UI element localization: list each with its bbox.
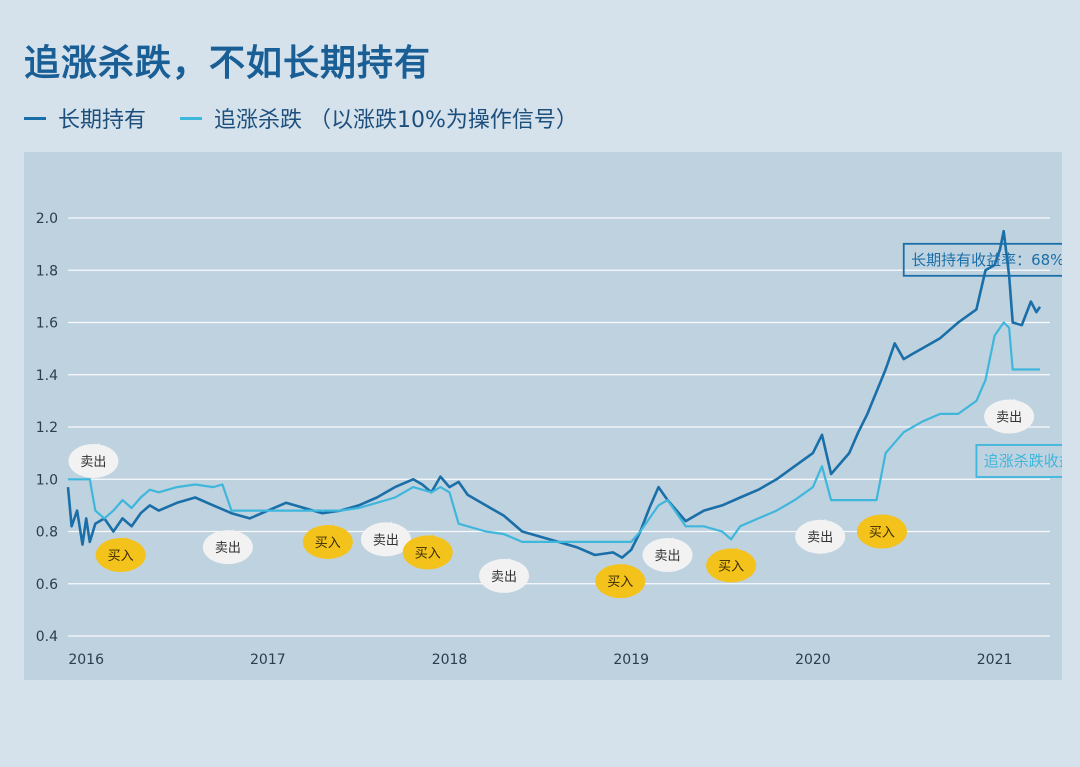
sell-bubble-label-4: 卖出: [373, 533, 399, 548]
sell-bubble-label-2: 卖出: [215, 541, 241, 556]
sell-bubble-4: [360, 522, 411, 557]
y-tick-label-0: 0.4: [36, 629, 58, 645]
legend-item-chase: 追涨杀跌 （以涨跌10%为操作信号）: [180, 102, 578, 134]
sell-bubble-10: [795, 519, 846, 554]
legend-item-long-term: 长期持有: [24, 102, 146, 134]
buy-bubble-9: [706, 548, 757, 583]
sell-bubble-label-8: 卖出: [655, 549, 681, 564]
x-tick-label-3: 2019: [613, 652, 649, 668]
buy-bubble-1: [95, 538, 146, 573]
chart-legend: 长期持有 追涨杀跌 （以涨跌10%为操作信号）: [24, 102, 600, 134]
buy-bubble-label-3: 买入: [315, 536, 341, 551]
series-line-1: [68, 321, 1040, 543]
buy-bubble-11: [856, 514, 907, 549]
buy-bubble-label-5: 买入: [415, 546, 441, 561]
return-label-0: 长期持有收益率：68%: [911, 251, 1062, 269]
return-label-box-1: [975, 444, 1062, 478]
legend-label-chase: 追涨杀跌 （以涨跌10%为操作信号）: [214, 108, 578, 133]
buy-bubble-label-1: 买入: [108, 549, 134, 564]
plot-panel: 0.4 0.6 0.8 1.0 1.2 1.4 1.6 1.8 2.0 2016 2017 2018 2…: [24, 152, 1062, 680]
y-tick-label-3: 1.0: [36, 472, 58, 488]
series-line-0: [66, 229, 1042, 559]
buy-bubble-label-11: 买入: [869, 526, 895, 541]
y-tick-label-6: 1.6: [36, 316, 58, 332]
y-tick-label-5: 1.4: [36, 368, 58, 384]
x-tick-label-4: 2020: [795, 652, 831, 668]
y-tick-label-4: 1.2: [36, 420, 58, 436]
x-tick-label-2: 2018: [432, 652, 468, 668]
legend-swatch-chase: [180, 116, 203, 120]
sell-bubble-label-10: 卖出: [807, 531, 833, 546]
buy-bubble-label-9: 买入: [718, 559, 744, 574]
sell-bubble-label-6: 卖出: [491, 570, 517, 585]
y-tick-label-1: 0.6: [36, 577, 58, 593]
sell-bubble-label-12: 卖出: [996, 411, 1022, 426]
sell-bubble-12: [984, 399, 1035, 434]
return-label-box-0: [902, 242, 1062, 277]
x-tick-label-1: 2017: [250, 652, 286, 668]
sell-bubble-8: [642, 538, 693, 573]
legend-swatch-long-term: [24, 116, 46, 120]
buy-bubble-label-7: 买入: [607, 575, 633, 590]
y-tick-label-2: 0.8: [36, 525, 58, 541]
buy-bubble-5: [402, 535, 453, 570]
sell-bubble-0: [68, 443, 119, 478]
sell-bubble-6: [479, 558, 530, 593]
buy-bubble-7: [595, 564, 646, 599]
buy-bubble-3: [302, 524, 353, 559]
y-tick-label-8: 2.0: [36, 211, 58, 227]
legend-label-long-term: 长期持有: [58, 108, 147, 133]
x-tick-label-0: 2016: [68, 652, 104, 668]
return-label-1: 追涨杀跌收益率：41%: [984, 452, 1062, 470]
line-chart: 0.4 0.6 0.8 1.0 1.2 1.4 1.6 1.8 2.0 2016 2017 2018 2…: [36, 211, 1062, 668]
x-tick-label-5: 2021: [977, 652, 1013, 668]
sell-bubble-2: [202, 530, 253, 565]
sell-bubble-label-0: 卖出: [80, 455, 106, 470]
page-title: 追涨杀跌，不如长期持有: [24, 43, 432, 84]
y-tick-label-7: 1.8: [36, 263, 58, 279]
